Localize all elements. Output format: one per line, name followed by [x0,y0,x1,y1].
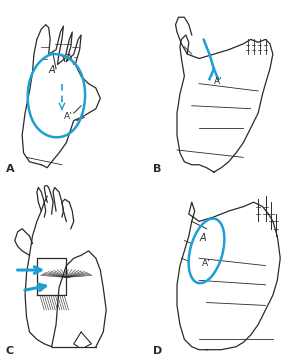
Text: C: C [6,346,14,356]
Text: A: A [49,65,55,75]
Text: A: A [199,233,206,242]
Text: A: A [6,164,14,174]
Text: B: B [153,164,162,174]
Text: D: D [153,346,163,356]
Text: A': A' [63,112,72,120]
Text: A': A' [214,77,223,86]
Text: A': A' [202,259,211,268]
